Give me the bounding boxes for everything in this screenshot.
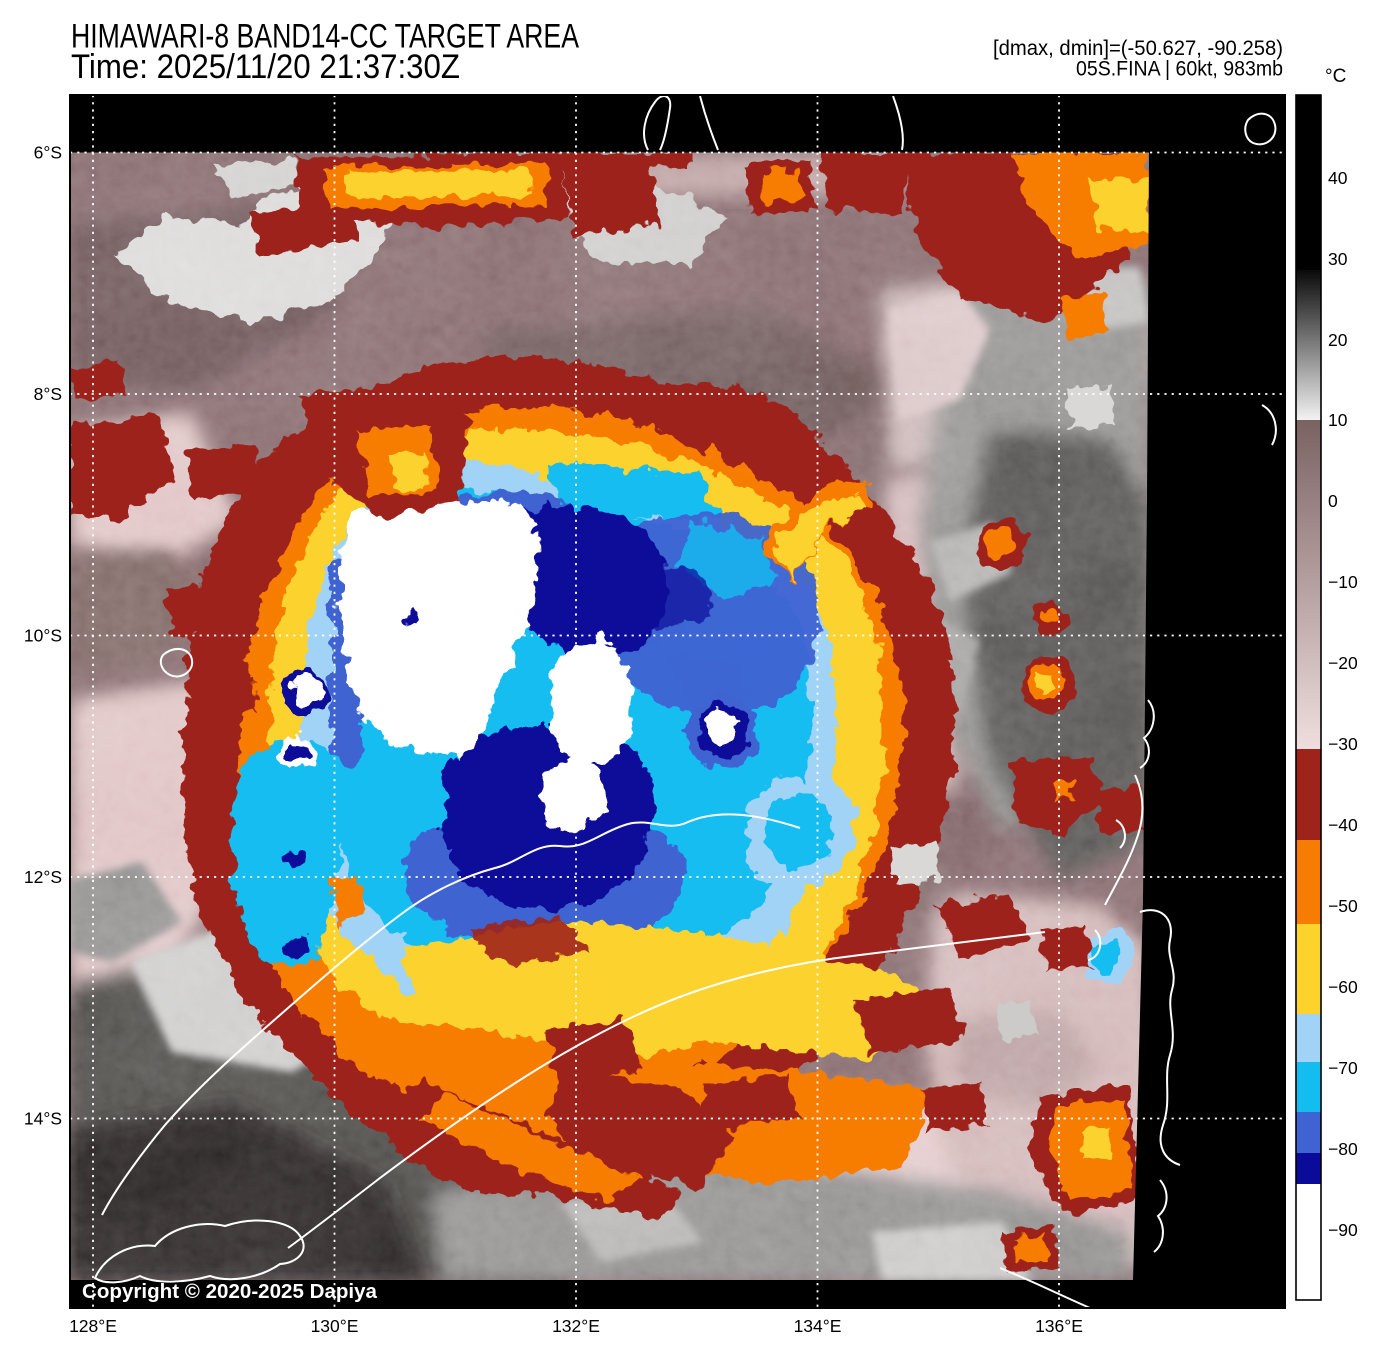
svg-text:−80: −80 bbox=[1328, 1139, 1358, 1159]
svg-text:−30: −30 bbox=[1328, 734, 1358, 754]
svg-text:134°E: 134°E bbox=[794, 1316, 842, 1336]
svg-text:Copyright © 2020-2025 Dapiya: Copyright © 2020-2025 Dapiya bbox=[82, 1281, 378, 1303]
svg-text:40: 40 bbox=[1328, 168, 1348, 188]
svg-text:10: 10 bbox=[1328, 410, 1348, 430]
svg-text:°C: °C bbox=[1325, 66, 1346, 87]
svg-text:130°E: 130°E bbox=[311, 1316, 359, 1336]
svg-text:−20: −20 bbox=[1328, 653, 1358, 673]
svg-text:Time: 2025/11/20 21:37:30Z: Time: 2025/11/20 21:37:30Z bbox=[71, 48, 460, 86]
svg-text:HIMAWARI-8 BAND14-CC TARGET AR: HIMAWARI-8 BAND14-CC TARGET AREA bbox=[71, 18, 579, 56]
svg-text:−50: −50 bbox=[1328, 896, 1358, 916]
svg-text:05S.FINA | 60kt, 983mb: 05S.FINA | 60kt, 983mb bbox=[1076, 58, 1283, 81]
svg-text:6°S: 6°S bbox=[34, 143, 62, 163]
svg-text:20: 20 bbox=[1328, 330, 1348, 350]
svg-text:14°S: 14°S bbox=[24, 1109, 62, 1129]
svg-text:[dmax, dmin]=(-50.627, -90.258: [dmax, dmin]=(-50.627, -90.258) bbox=[993, 37, 1283, 60]
svg-text:136°E: 136°E bbox=[1035, 1316, 1083, 1336]
svg-text:−90: −90 bbox=[1328, 1220, 1358, 1240]
svg-text:0: 0 bbox=[1328, 491, 1338, 511]
svg-text:128°E: 128°E bbox=[69, 1316, 117, 1336]
svg-text:−70: −70 bbox=[1328, 1058, 1358, 1078]
svg-text:30: 30 bbox=[1328, 249, 1348, 269]
svg-text:−60: −60 bbox=[1328, 977, 1358, 997]
svg-text:8°S: 8°S bbox=[34, 384, 62, 404]
svg-text:132°E: 132°E bbox=[552, 1316, 600, 1336]
svg-text:−40: −40 bbox=[1328, 815, 1358, 835]
svg-text:−10: −10 bbox=[1328, 572, 1358, 592]
svg-text:12°S: 12°S bbox=[24, 867, 62, 887]
svg-text:10°S: 10°S bbox=[24, 626, 62, 646]
